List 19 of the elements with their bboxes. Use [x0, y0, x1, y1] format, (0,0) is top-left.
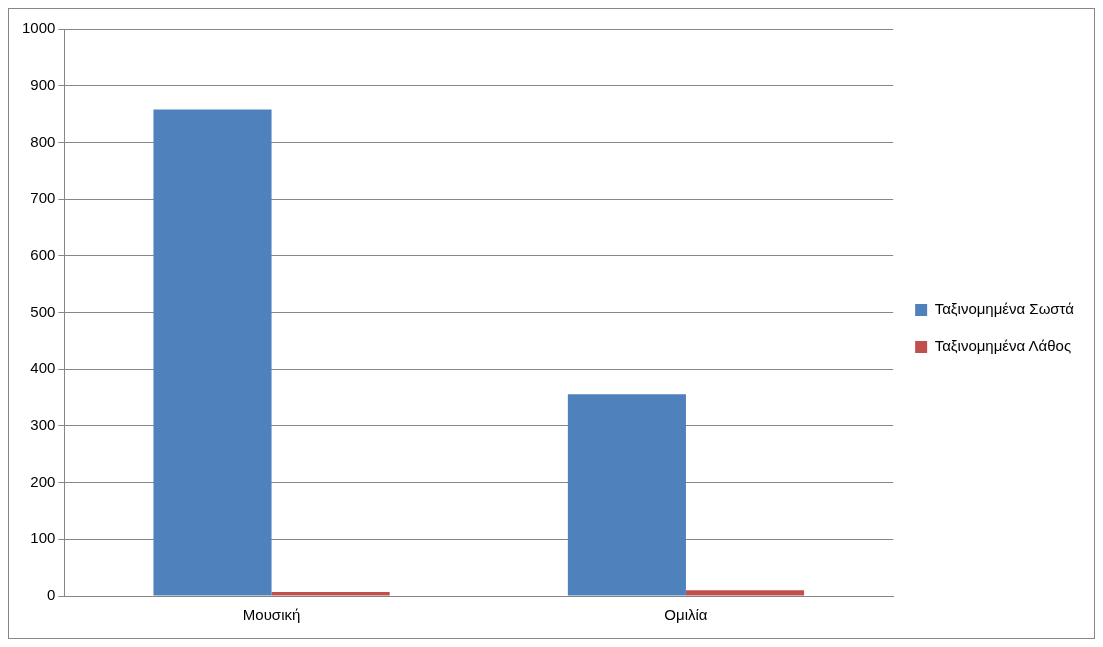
y-tick-label: 600 [30, 245, 56, 263]
y-tick-label: 800 [30, 132, 56, 150]
y-tick-label: 0 [47, 586, 56, 604]
x-tick-label: Ομιλία [664, 606, 708, 624]
bar [153, 109, 272, 596]
y-tick-label: 700 [30, 189, 56, 207]
y-tick-label: 900 [30, 75, 56, 93]
bar [271, 592, 390, 596]
y-tick-label: 500 [30, 302, 56, 320]
y-tick-label: 400 [30, 359, 56, 377]
bar [567, 394, 686, 596]
y-tick-label: 100 [30, 529, 56, 547]
y-tick-label: 200 [30, 472, 56, 490]
y-tick-label: 300 [30, 416, 56, 434]
x-tick-label: Μουσική [242, 606, 301, 624]
y-tick-label: 1000 [21, 19, 56, 37]
legend-label: Ταξινομημένα Σωστά [934, 300, 1075, 318]
legend-label: Ταξινομημένα Λάθος [934, 337, 1072, 355]
bar [685, 590, 805, 596]
